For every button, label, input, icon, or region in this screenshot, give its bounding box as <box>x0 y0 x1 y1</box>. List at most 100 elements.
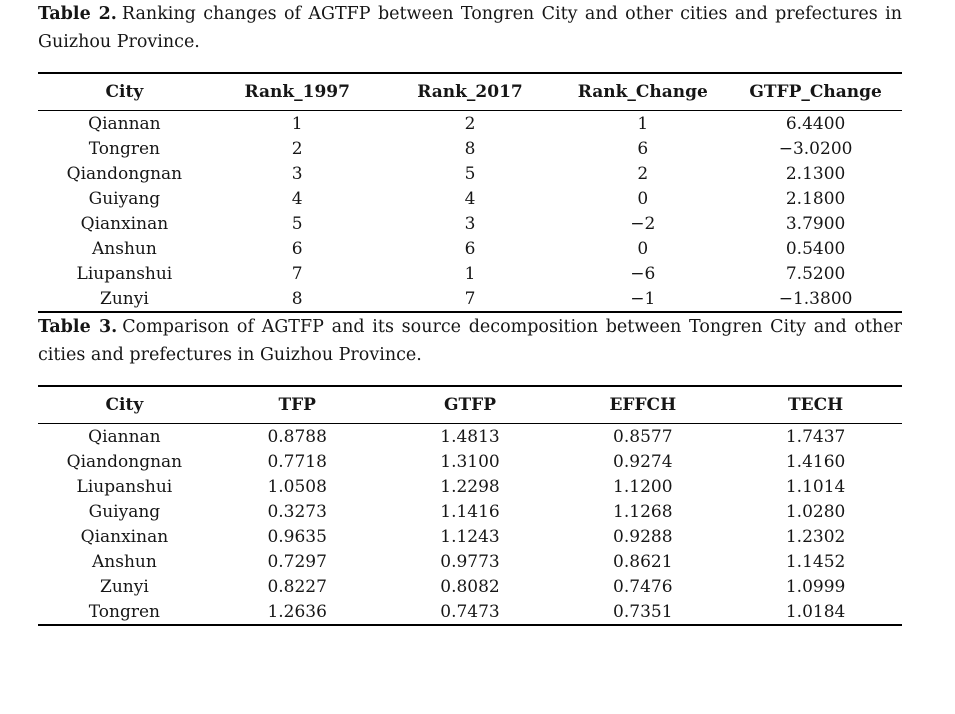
column-header: GTFP <box>443 395 496 415</box>
table-cell: 8 <box>291 288 303 309</box>
table-cell: Qianxinan <box>80 526 169 547</box>
table2-caption-label: Table 2. <box>38 4 117 24</box>
table-cell: 7 <box>464 288 476 309</box>
table-cell: 2 <box>637 163 649 184</box>
table-cell: 0 <box>637 188 649 209</box>
table-cell: 6 <box>464 238 476 259</box>
table-cell: −3.0200 <box>778 138 853 159</box>
table-cell: 6 <box>637 138 649 159</box>
table-cell: Guiyang <box>88 188 161 209</box>
table-cell: 1.1200 <box>613 476 673 497</box>
table-cell: 0.9635 <box>267 526 327 547</box>
table-cell: 6.4400 <box>785 113 846 134</box>
table-cell: 0.3273 <box>267 501 327 522</box>
table-cell: 2 <box>464 113 476 134</box>
table-cell: 3.7900 <box>785 213 846 234</box>
table-row: Qiandongnan 0.7718 1.3100 0.9274 1.4160 <box>38 449 902 474</box>
table-cell: 1.2636 <box>267 601 327 622</box>
table-cell: 2.1800 <box>785 188 846 209</box>
column-header: Rank_Change <box>577 82 708 102</box>
table-cell: Guiyang <box>88 501 161 522</box>
table-cell: 0.7297 <box>267 551 327 572</box>
table-cell: 4 <box>291 188 303 209</box>
table-header: City TFP GTFP EFFCH TECH <box>38 386 902 424</box>
table-cell: 1.1014 <box>785 476 846 497</box>
table-cell: −1.3800 <box>778 288 853 309</box>
table-row: Qiannan 1 2 1 6.4400 <box>38 111 902 137</box>
table-cell: 1 <box>464 263 476 284</box>
table-cell: 7 <box>291 263 303 284</box>
table-row: Guiyang 4 4 0 2.1800 <box>38 186 902 211</box>
table-cell: 5 <box>464 163 476 184</box>
table-cell: 1.0280 <box>785 501 846 522</box>
table-cell: Tongren <box>88 138 161 159</box>
table-cell: 1.0184 <box>785 601 846 622</box>
table-cell: 1.1452 <box>785 551 846 572</box>
table-cell: 0.7473 <box>440 601 500 622</box>
table-cell: 0.8577 <box>613 426 673 447</box>
decomposition-table: City TFP GTFP EFFCH TECH Qiannan 0.8788 1.4813… <box>38 385 902 626</box>
table-row: Guiyang 0.3273 1.1416 1.1268 1.0280 <box>38 499 902 524</box>
table3-caption: Table 3. Comparison of AGTFP and its sour… <box>38 313 902 369</box>
table-cell: 0 <box>637 238 649 259</box>
table-cell: 1.2302 <box>785 526 846 547</box>
table-row: Anshun 6 6 0 0.5400 <box>38 236 902 261</box>
table-cell: 1.1268 <box>613 501 673 522</box>
table-cell: Tongren <box>88 601 161 622</box>
table-cell: 1 <box>291 113 303 134</box>
table-cell: 0.9274 <box>613 451 673 472</box>
column-header: City <box>105 395 144 415</box>
table2-caption: Table 2. Ranking changes of AGTFP between… <box>38 0 902 56</box>
table-cell: 1.1416 <box>440 501 500 522</box>
table-row: Qiandongnan 3 5 2 2.1300 <box>38 161 902 186</box>
table-row: Qianxinan 5 3 −2 3.7900 <box>38 211 902 236</box>
table-cell: 5 <box>291 213 303 234</box>
table-cell: Qiannan <box>88 113 161 134</box>
table-cell: 0.8621 <box>613 551 673 572</box>
table-cell: 8 <box>464 138 476 159</box>
table-cell: 1.0999 <box>785 576 846 597</box>
header-row: City TFP GTFP EFFCH TECH <box>38 386 902 424</box>
table-cell: 1.2298 <box>440 476 500 497</box>
table-row: Qianxinan 0.9635 1.1243 0.9288 1.2302 <box>38 524 902 549</box>
table-body: Qiannan 0.8788 1.4813 0.8577 1.7437 Qiandongn… <box>38 424 902 626</box>
header-row: City Rank_1997 Rank_2017 Rank_Change GTFP_Ch… <box>38 73 902 111</box>
table-cell: 3 <box>464 213 476 234</box>
table-cell: 1 <box>637 113 649 134</box>
table-cell: 1.7437 <box>785 426 846 447</box>
table-cell: Anshun <box>92 238 157 259</box>
table-cell: 1.4160 <box>785 451 846 472</box>
table3-caption-text: Comparison of AGTFP and its source decom… <box>38 317 902 365</box>
table2-caption-text: Ranking changes of AGTFP between Tongren… <box>38 4 902 52</box>
table-row: Tongren 1.2636 0.7473 0.7351 1.0184 <box>38 599 902 625</box>
table-cell: 0.8227 <box>267 576 327 597</box>
table-cell: 0.7718 <box>267 451 327 472</box>
table-cell: 3 <box>291 163 303 184</box>
table-cell: Anshun <box>92 551 157 572</box>
table-cell: Zunyi <box>100 288 149 309</box>
column-header: City <box>105 82 144 102</box>
column-header: TECH <box>787 395 844 415</box>
table-cell: Liupanshui <box>76 263 173 284</box>
table-cell: 0.9773 <box>440 551 500 572</box>
table3-caption-label: Table 3. <box>38 317 118 337</box>
table-cell: 4 <box>464 188 476 209</box>
column-header: TFP <box>278 395 316 415</box>
table-cell: 0.5400 <box>785 238 846 259</box>
column-header: Rank_1997 <box>244 82 350 102</box>
table-cell: 6 <box>291 238 303 259</box>
table-cell: −1 <box>630 288 656 309</box>
table-row: Liupanshui 1.0508 1.2298 1.1200 1.1014 <box>38 474 902 499</box>
table-cell: 0.7351 <box>613 601 673 622</box>
column-header: Rank_2017 <box>417 82 523 102</box>
table-cell: 2.1300 <box>785 163 846 184</box>
table-cell: 0.7476 <box>613 576 673 597</box>
page-content: Table 2. Ranking changes of AGTFP between… <box>38 0 902 626</box>
table-cell: Liupanshui <box>76 476 173 497</box>
table-cell: 1.4813 <box>440 426 500 447</box>
table-cell: −6 <box>630 263 656 284</box>
table-row: Zunyi 8 7 −1 −1.3800 <box>38 286 902 312</box>
table-cell: 7.5200 <box>785 263 846 284</box>
table-cell: 2 <box>291 138 303 159</box>
